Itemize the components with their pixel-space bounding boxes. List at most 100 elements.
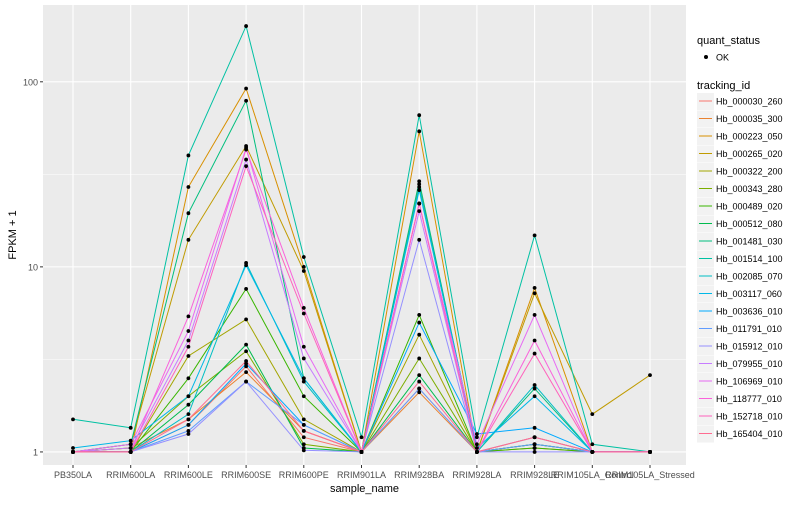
data-point [301, 344, 306, 349]
plot-panel [43, 5, 686, 465]
y-tick-label: 10 [28, 262, 38, 272]
data-point [244, 98, 249, 103]
data-point [244, 370, 249, 375]
data-point [301, 428, 306, 433]
series-legend-label: Hb_001514_100 [716, 254, 783, 264]
x-axis-title: sample_name [330, 483, 399, 495]
quant-legend-key [704, 55, 708, 59]
data-point [417, 320, 422, 325]
data-point [532, 450, 537, 454]
data-point [128, 450, 133, 454]
data-point [244, 364, 249, 369]
series-points [71, 24, 652, 454]
data-point [417, 209, 422, 214]
series-legend-label: Hb_106969_010 [716, 377, 783, 387]
data-point [532, 435, 537, 440]
data-point [186, 422, 191, 427]
data-point [532, 446, 537, 450]
series-legend-label: Hb_001481_030 [716, 237, 783, 247]
data-point [186, 329, 191, 333]
data-point [532, 285, 537, 290]
data-point [417, 390, 422, 395]
data-point [532, 425, 537, 430]
data-point [648, 450, 652, 454]
data-point [301, 269, 306, 273]
data-point [244, 349, 249, 354]
data-point [301, 356, 306, 361]
data-point [301, 422, 306, 427]
data-point [71, 446, 75, 450]
data-point [186, 394, 191, 399]
series-legend-label: Hb_011791_010 [716, 324, 782, 334]
data-point [128, 446, 133, 450]
data-point [475, 450, 479, 454]
data-point [301, 394, 306, 399]
data-point [532, 386, 537, 391]
data-point [186, 412, 191, 417]
data-point [301, 376, 306, 381]
data-point [301, 255, 306, 259]
tracking-id-legend-title: tracking_id [697, 80, 750, 92]
data-point [186, 153, 191, 158]
data-point [301, 306, 306, 310]
quant-legend-label: OK [716, 53, 729, 63]
data-point [648, 373, 652, 378]
series-legend-label: Hb_118777_010 [716, 394, 782, 404]
x-tick-label: RRIM600SE [221, 470, 271, 480]
x-tick-label: RRIM105LA_Stressed [605, 470, 695, 480]
data-point [186, 314, 191, 319]
data-point [128, 438, 133, 443]
x-tick-label: RRIM901LA [337, 470, 386, 480]
x-tick-label: RRIM600LE [164, 470, 213, 480]
data-point [417, 356, 422, 361]
x-tick-label: PB350LA [54, 470, 92, 480]
data-point [128, 442, 133, 447]
series-legend-label: Hb_000223_050 [716, 132, 783, 142]
data-point [244, 359, 249, 363]
x-tick-label: RRIM928LA [452, 470, 501, 480]
data-point [475, 446, 479, 450]
data-point [301, 417, 306, 422]
data-point [417, 237, 422, 242]
legend: quant_status tracking_id OK Hb_000030_260… [697, 35, 783, 443]
data-point [186, 211, 191, 216]
x-tick-label: RRIM928LE [510, 470, 559, 480]
data-point [186, 338, 191, 343]
data-point [71, 417, 75, 422]
data-point [301, 311, 306, 316]
data-point [417, 313, 422, 317]
series-legend-label: Hb_000030_260 [716, 97, 783, 107]
data-point [417, 113, 422, 118]
data-point [301, 442, 306, 447]
data-point [359, 450, 364, 454]
data-point [532, 351, 537, 356]
data-point [244, 287, 249, 291]
data-point [244, 379, 249, 384]
series-legend-label: Hb_000343_280 [716, 184, 783, 194]
x-tick-label: RRIM600LA [106, 470, 155, 480]
data-point [532, 442, 537, 447]
data-point [417, 185, 422, 189]
data-point [590, 442, 595, 447]
data-point [590, 450, 595, 454]
data-point [475, 435, 479, 440]
axes: sample_name FPKM + 1 1 10 100 PB350LA RRIM60… [7, 77, 695, 495]
quant-status-legend-title: quant_status [697, 35, 760, 47]
panel-background [43, 5, 686, 465]
series-legend-label: Hb_000512_080 [716, 219, 783, 229]
data-point [417, 182, 422, 187]
data-point [532, 394, 537, 399]
series-legend-label: Hb_079955_010 [716, 359, 783, 369]
x-tick-label: RRIM928BA [394, 470, 444, 480]
data-point [532, 313, 537, 317]
data-point [417, 332, 422, 337]
series-legend-label: Hb_003636_010 [716, 307, 783, 317]
data-point [417, 129, 422, 134]
data-point [186, 376, 191, 381]
data-point [475, 442, 479, 447]
data-point [244, 263, 249, 268]
x-tick-label: RRIM600PE [279, 470, 329, 480]
data-point [186, 432, 191, 436]
data-point [532, 291, 537, 296]
